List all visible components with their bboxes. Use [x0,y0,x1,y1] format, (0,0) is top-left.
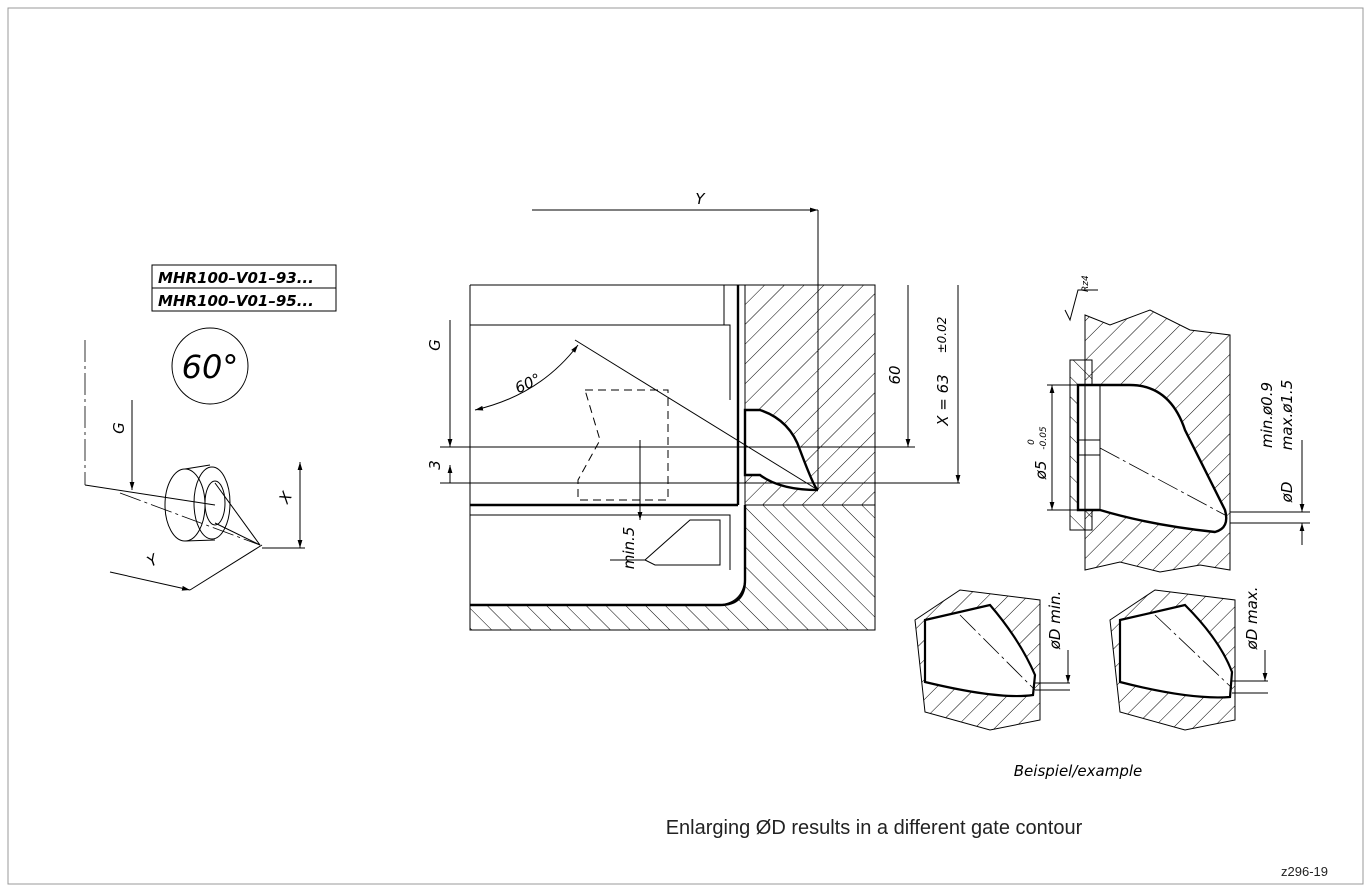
left-view: MHR100–V01–93... MHR100–V01–95... 60° G … [84,264,337,591]
caption: Enlarging ØD results in a different gate… [666,817,1083,839]
dim-3: 3 [426,460,444,470]
diameter: ø5 [1032,461,1050,481]
tolerance-upper: 0 [1027,439,1037,445]
dim-min5: min.5 [620,527,638,570]
detail-view: Rz4 ø5 0 -0.05 min.ø0.9 max.ø1.5 øD [1027,275,1310,573]
example-label: øD max. [1243,587,1261,651]
part-number: MHR100–V01–95... [158,292,314,310]
dim-60: 60 [886,365,904,384]
min-diameter: min.ø0.9 [1258,382,1276,448]
frame [7,7,1364,885]
od-label: øD [1278,482,1296,504]
section-view: Y min.5 G 3 60° 60 X = 63 ±0.02 [426,190,961,631]
roughness: Rz4 [1081,275,1091,292]
angle-label: 60° [512,370,544,398]
drawing-number: z296-19 [1281,864,1328,879]
angle-badge: 60° [182,348,239,386]
label-g: G [110,422,128,434]
max-diameter: max.ø1.5 [1278,380,1296,450]
label-y: Y [695,190,706,208]
example-label: øD min. [1046,591,1064,651]
tolerance-lower: -0.05 [1039,426,1049,450]
part-number: MHR100–V01–93... [158,269,314,287]
dim-x: X = 63 [934,374,952,426]
example-max: øD max. [1109,587,1268,731]
example-min: øD min. [914,589,1071,731]
example-caption: Beispiel/example [1014,762,1142,780]
label-x: X [275,488,297,507]
label-y: Y [144,550,163,571]
label-g: G [426,339,444,351]
dim-x-tolerance: ±0.02 [935,317,949,354]
